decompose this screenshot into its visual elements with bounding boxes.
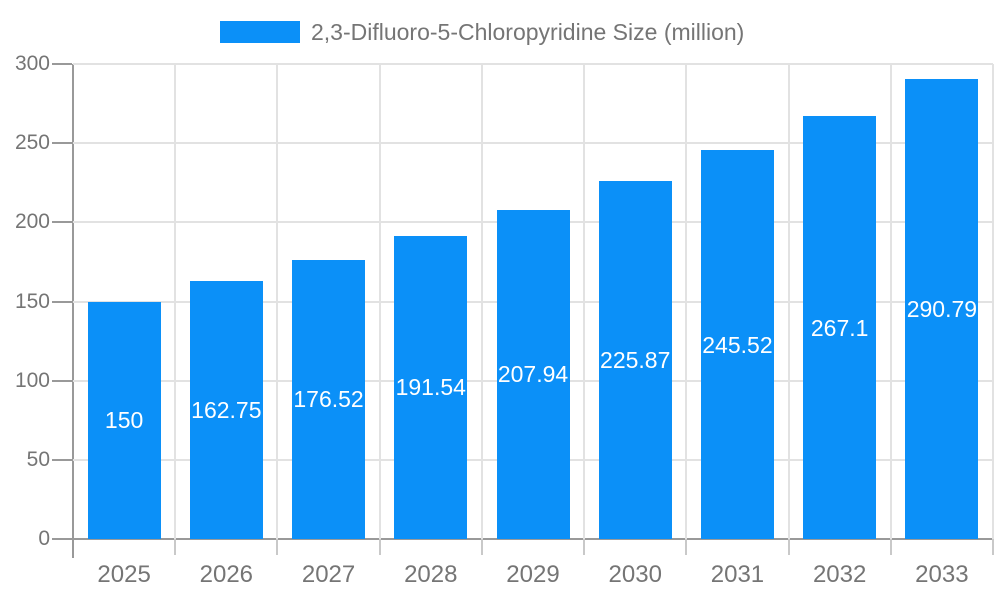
- x-axis-tick: [787, 539, 790, 555]
- plot-area: 150 162.75 176.52 191.54 207.94 225.87 245.52 2…: [73, 63, 994, 539]
- x-gridline: [685, 64, 688, 539]
- x-axis-tick-label: 2032: [812, 561, 867, 588]
- y-axis-tick: [52, 300, 72, 303]
- x-gridline: [889, 64, 892, 539]
- y-axis-tick: [52, 458, 72, 461]
- legend-swatch: [220, 21, 300, 43]
- x-axis-tick: [378, 539, 381, 555]
- x-axis-tick-label: 2029: [506, 561, 560, 588]
- x-axis-tick-label: 2031: [710, 561, 765, 588]
- x-axis-tick: [276, 539, 279, 555]
- y-gridline: [73, 63, 993, 65]
- bar[interactable]: [292, 259, 366, 539]
- y-axis-tick-label: 150: [14, 289, 50, 313]
- x-axis-tick: [685, 539, 688, 555]
- x-axis-tick: [174, 539, 177, 555]
- bar[interactable]: [87, 301, 161, 539]
- x-axis-tick-label: 2027: [301, 561, 356, 588]
- y-axis-tick-label: 100: [14, 368, 50, 392]
- y-axis-tick-label: 250: [14, 131, 50, 155]
- y-axis-tick: [52, 221, 72, 224]
- legend-label: 2,3-Difluoro-5-Chloropyridine Size (mill…: [311, 19, 745, 45]
- x-gridline: [480, 64, 483, 539]
- bar[interactable]: [803, 116, 877, 539]
- y-axis-tick: [52, 63, 72, 65]
- y-axis-tick-label: 200: [14, 210, 50, 234]
- legend-item[interactable]: 2,3-Difluoro-5-Chloropyridine Size (mill…: [220, 18, 744, 46]
- y-axis-tick: [52, 142, 72, 145]
- x-axis-tick-label: 2028: [404, 561, 458, 588]
- x-axis-tick: [583, 539, 586, 555]
- x-gridline: [583, 64, 586, 539]
- x-axis-tick-label: 2030: [608, 561, 662, 588]
- x-axis-tick: [480, 539, 483, 555]
- x-axis-tick-label: 2033: [915, 561, 969, 588]
- x-gridline: [992, 64, 994, 539]
- x-gridline: [787, 64, 790, 539]
- bar[interactable]: [905, 78, 979, 539]
- x-gridline: [378, 64, 381, 539]
- x-axis-tick: [992, 539, 994, 555]
- y-axis-tick-label: 50: [26, 447, 50, 471]
- x-axis-tick-label: 2025: [97, 561, 151, 588]
- y-axis-tick-label: 300: [14, 52, 50, 75]
- y-gridline: [73, 142, 993, 145]
- bar[interactable]: [496, 209, 570, 539]
- bar[interactable]: [598, 181, 672, 539]
- bar[interactable]: [394, 235, 468, 539]
- x-gridline: [276, 64, 279, 539]
- y-axis-tick-label: 0: [38, 527, 50, 550]
- y-axis-line: [72, 64, 74, 558]
- x-axis-tick-label: 2026: [199, 561, 254, 588]
- bar[interactable]: [700, 150, 774, 539]
- x-axis-line: [52, 538, 993, 540]
- x-axis-tick: [889, 539, 892, 555]
- x-gridline: [174, 64, 177, 539]
- y-axis-tick: [52, 379, 72, 382]
- bar[interactable]: [189, 281, 263, 539]
